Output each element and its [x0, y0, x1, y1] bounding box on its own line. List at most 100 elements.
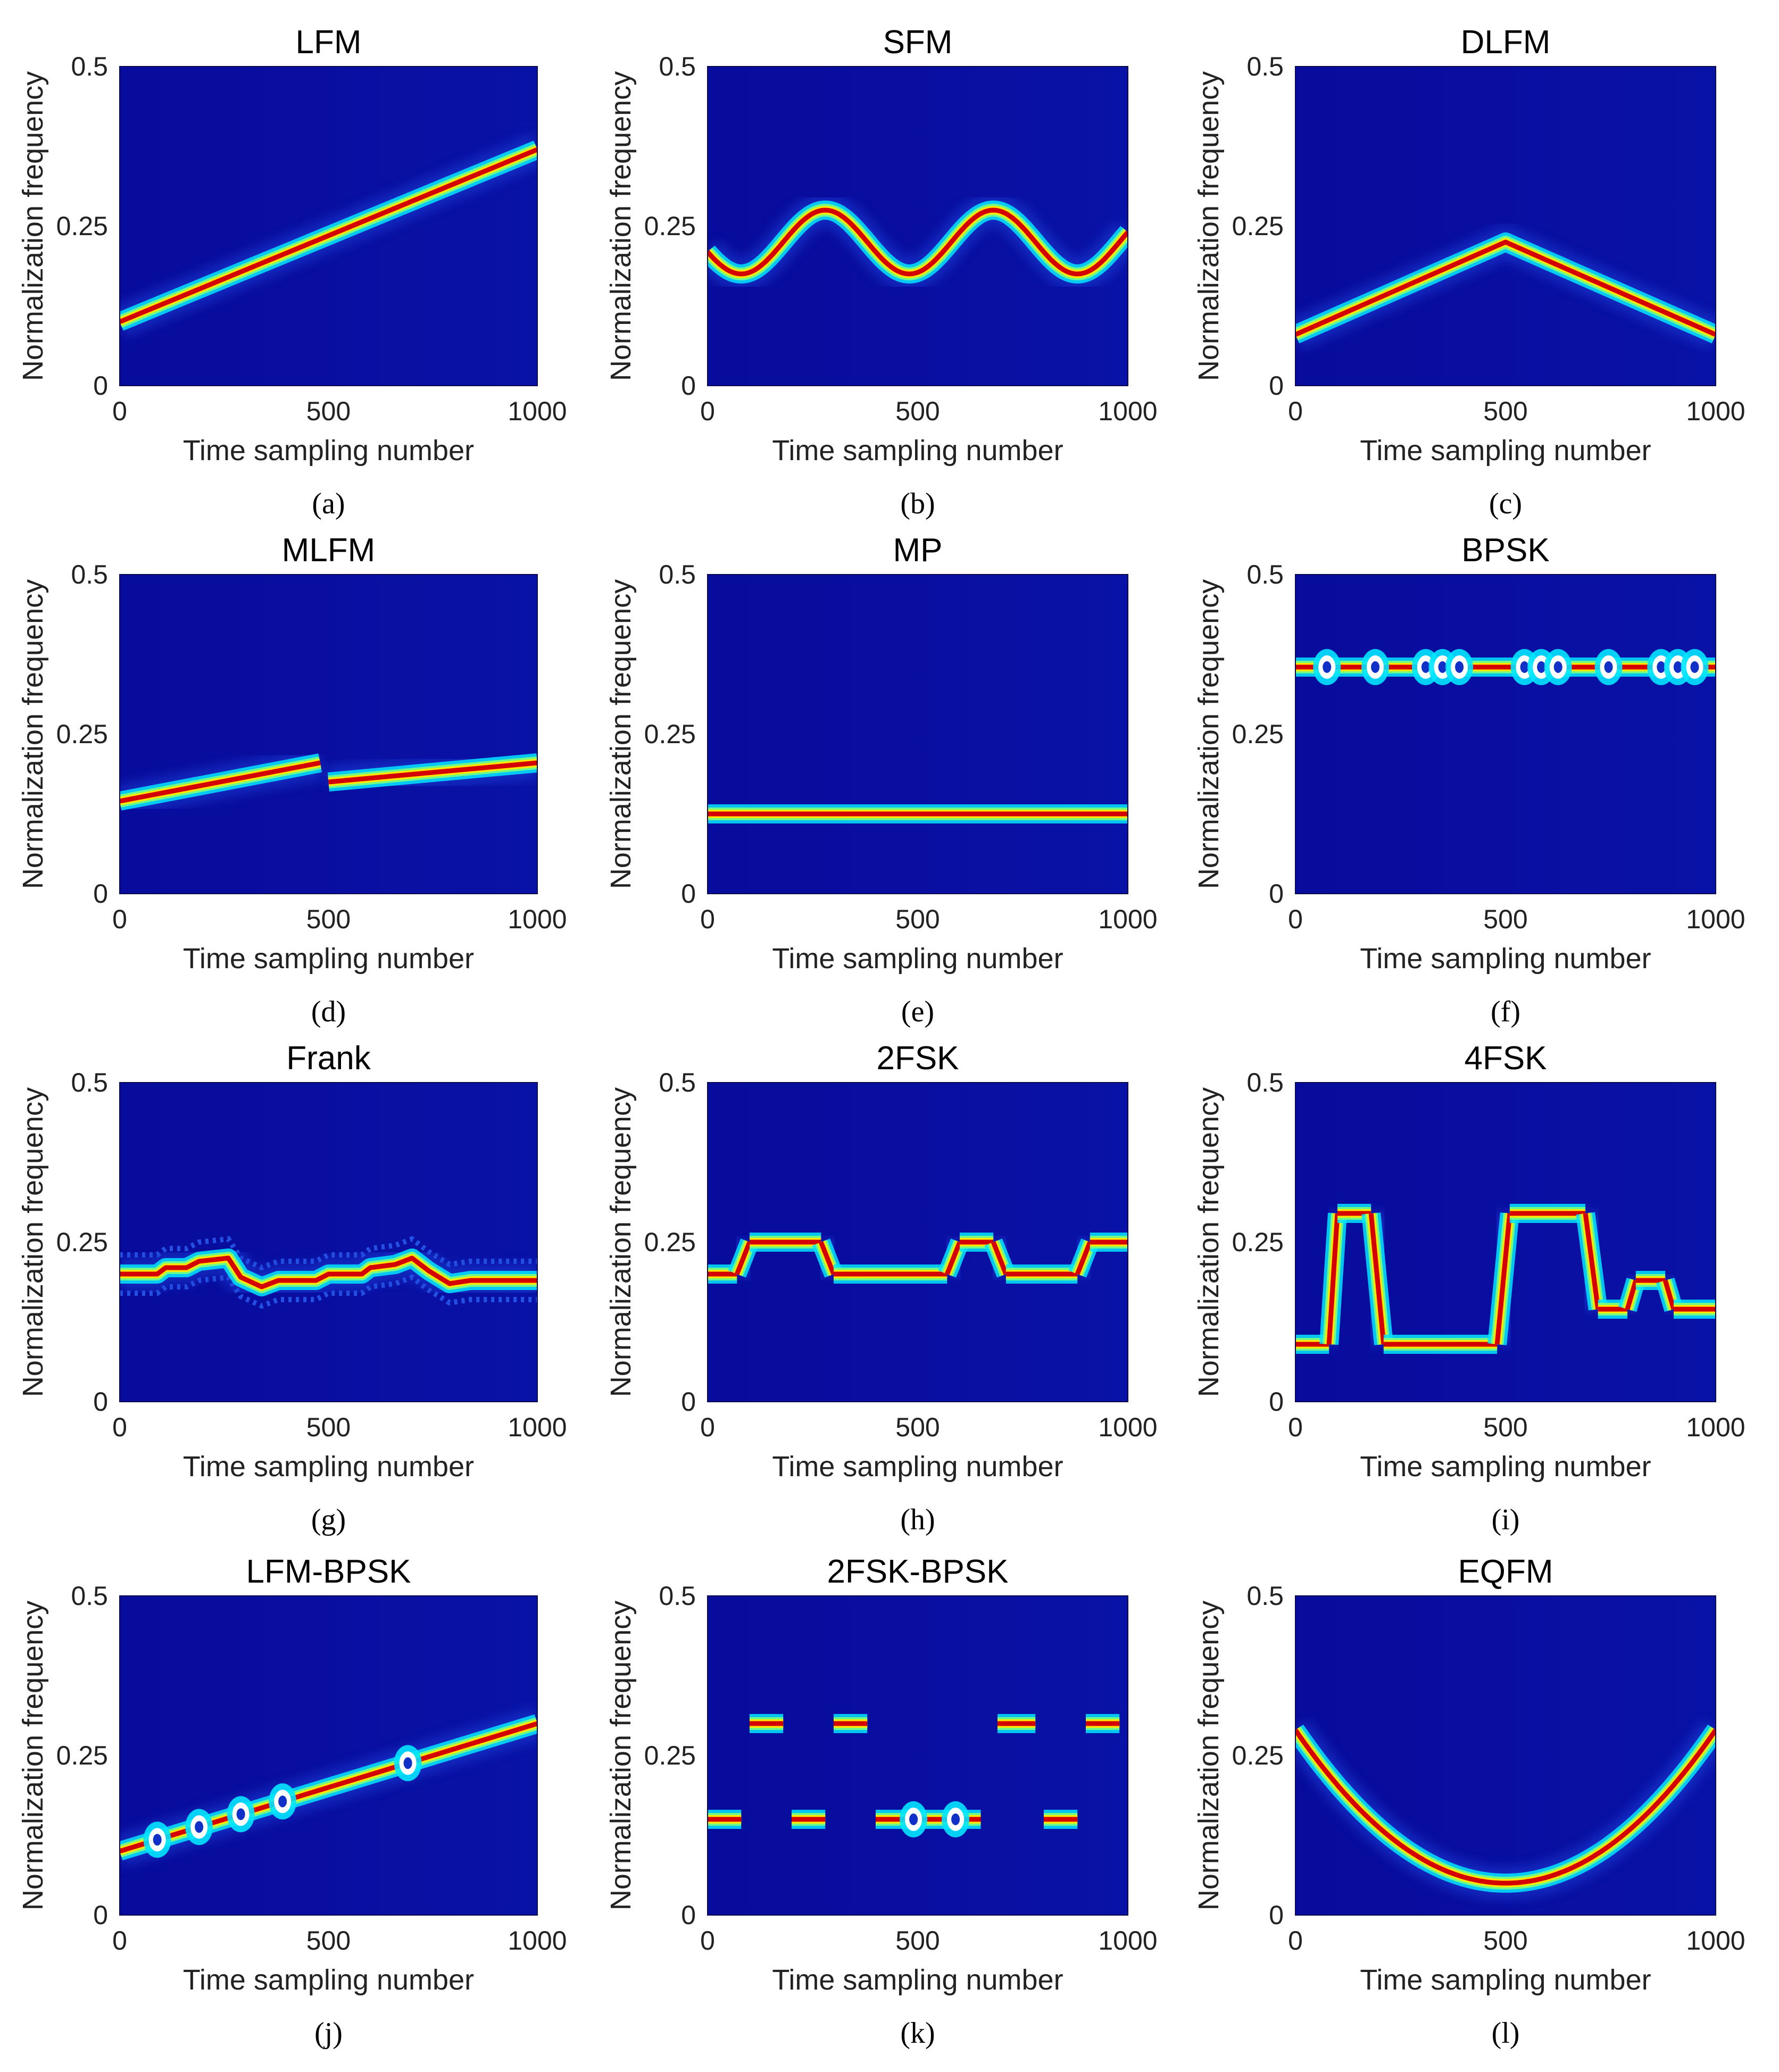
x-tick-label: 1000 [1098, 396, 1157, 426]
y-tick-label: 0 [681, 371, 696, 401]
plot-background [708, 1596, 1128, 1915]
plot-frame [1295, 1595, 1716, 1916]
plot-frame [707, 66, 1128, 386]
y-axis-label: Normalization frequency [1193, 1087, 1225, 1397]
plot-background [1295, 575, 1716, 894]
phase-change-2-core [1371, 661, 1380, 673]
marks [120, 1236, 537, 1309]
phase-change-8-core [1553, 661, 1562, 673]
y-tick-label: 0.25 [56, 719, 108, 749]
y-tick-label: 0.25 [1232, 1741, 1284, 1770]
y-tick-label: 0.25 [644, 1227, 696, 1257]
phase-change-2-core [195, 1821, 204, 1833]
panel-b: SFM 0 0.25 0.5 0 500 1000 Time sampling number N… [605, 24, 1158, 520]
x-tick-label: 1000 [1686, 904, 1745, 934]
x-axis-label: Time sampling number [183, 1451, 474, 1483]
subfigure-caption: (c) [1489, 487, 1522, 520]
chart-title: DLFM [1461, 24, 1551, 61]
panel-c: DLFM 0 0.25 0.5 0 500 1000 Time sampling number… [1193, 24, 1745, 520]
plot-shade [120, 575, 537, 894]
chart-title: 2FSK [876, 1040, 959, 1077]
x-tick-label: 1000 [1098, 904, 1157, 934]
x-axis-label: Time sampling number [772, 943, 1063, 975]
y-tick-label: 0.5 [71, 1581, 108, 1611]
x-axis-label: Time sampling number [183, 943, 474, 975]
phase-change-3-core [236, 1808, 245, 1820]
y-tick-label: 0 [1269, 879, 1284, 909]
phase-change-7-core [1537, 661, 1546, 673]
transition-2 [819, 1241, 836, 1275]
x-tick-label: 500 [1483, 904, 1527, 934]
y-tick-label: 0.5 [1246, 560, 1284, 589]
phase-change-1-core [1323, 661, 1332, 673]
frequency-ridge [1295, 1728, 1716, 1886]
y-tick-label: 0 [93, 1387, 108, 1417]
frequency-ridge [708, 207, 1128, 277]
transition-2 [1368, 1213, 1386, 1345]
subfigure-caption: (l) [1492, 2017, 1520, 2050]
x-tick-label: 1000 [508, 396, 567, 426]
y-tick-label: 0.25 [644, 1741, 696, 1770]
transition-1 [735, 1241, 752, 1275]
y-tick-label: 0.5 [71, 560, 108, 589]
phase-change-4-core [1438, 661, 1447, 673]
frequency-ridge [1295, 239, 1716, 337]
phase-change-9-core [1604, 661, 1613, 673]
y-tick-label: 0 [93, 879, 108, 909]
y-tick-label: 0 [1269, 1387, 1284, 1417]
x-tick-label: 0 [112, 396, 127, 426]
plot-frame [707, 574, 1128, 894]
panel-h: 2FSK 0 0.25 0.5 0 500 1000 Time sampling number… [605, 1040, 1158, 1536]
x-tick-label: 1000 [1686, 1412, 1745, 1442]
x-tick-label: 500 [895, 396, 940, 426]
phase-change-2-core [951, 1813, 960, 1825]
phase-change-11-core [1673, 661, 1682, 673]
y-tick-label: 0.5 [71, 52, 108, 81]
x-tick-label: 1000 [508, 1412, 567, 1442]
y-tick-label: 0.25 [1232, 1227, 1284, 1257]
plot-frame [707, 1595, 1128, 1916]
x-tick-label: 0 [700, 396, 715, 426]
y-tick-label: 0 [681, 879, 696, 909]
x-axis-label: Time sampling number [183, 1964, 474, 1996]
y-axis-label: Normalization frequency [17, 579, 49, 889]
y-tick-label: 0 [681, 1900, 696, 1930]
phase-change-4-core [278, 1795, 287, 1808]
y-axis-label: Normalization frequency [1193, 71, 1225, 381]
subfigure-caption: (h) [900, 1503, 935, 1536]
phase-change-6-core [1520, 661, 1529, 673]
x-axis-label: Time sampling number [1360, 1451, 1651, 1483]
plot-background [120, 1083, 537, 1402]
x-tick-label: 500 [306, 904, 351, 934]
x-tick-label: 0 [700, 904, 715, 934]
plot-frame [707, 1082, 1128, 1402]
y-tick-label: 0.25 [644, 211, 696, 241]
phase-change-3-core [1421, 661, 1430, 673]
subfigure-caption: (a) [312, 487, 345, 520]
chart-title: 2FSK-BPSK [827, 1553, 1008, 1590]
marks [1295, 1197, 1716, 1360]
plot-frame [119, 1082, 538, 1402]
transition-6 [1662, 1279, 1676, 1310]
transition-1 [1326, 1213, 1340, 1345]
x-tick-label: 0 [1288, 1926, 1303, 1955]
chart-title: MP [893, 532, 943, 569]
x-tick-label: 1000 [1098, 1412, 1157, 1442]
x-tick-label: 0 [1288, 904, 1303, 934]
y-tick-label: 0.5 [1246, 52, 1284, 81]
x-axis-label: Time sampling number [1360, 435, 1651, 467]
y-tick-label: 0.5 [1246, 1068, 1284, 1097]
marks [120, 747, 537, 817]
y-tick-label: 0 [93, 1900, 108, 1930]
subfigure-caption: (d) [311, 995, 346, 1028]
x-tick-label: 1000 [1098, 1926, 1157, 1955]
phase-change-10-core [1657, 661, 1666, 673]
x-axis-label: Time sampling number [772, 1964, 1063, 1996]
transition-5 [1625, 1279, 1639, 1310]
subfigure-caption: (f) [1491, 995, 1520, 1028]
subfigure-caption: (e) [901, 995, 934, 1028]
x-tick-label: 500 [895, 1412, 940, 1442]
frequency-ridge [120, 147, 537, 324]
x-tick-label: 1000 [508, 1926, 567, 1955]
